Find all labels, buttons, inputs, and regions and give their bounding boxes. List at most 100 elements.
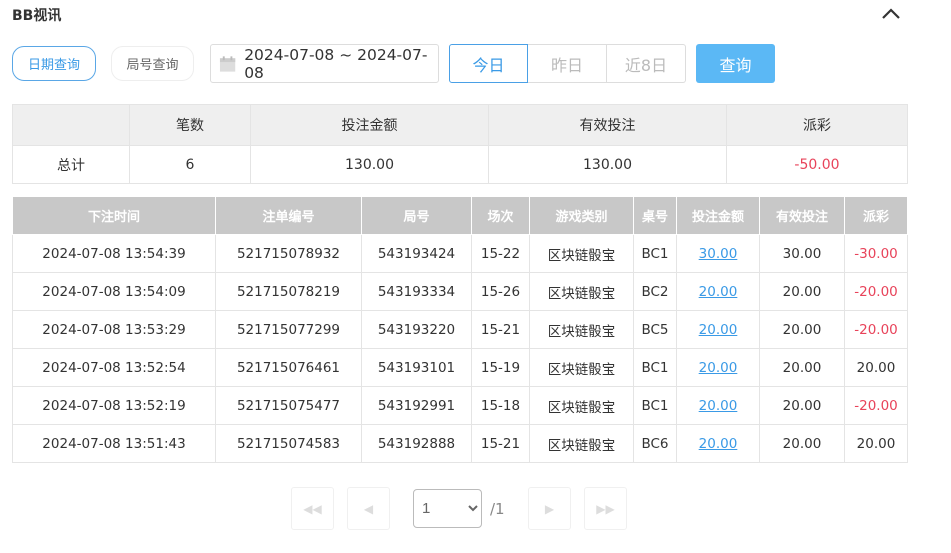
date-range-value: 2024-07-08 ~ 2024-07-08 <box>244 45 428 82</box>
table-row: 2024-07-08 13:51:43 521715074583 543192888… <box>12 424 908 463</box>
table-cell: 15-19 <box>471 348 530 387</box>
prev-page-button[interactable]: ◀ <box>347 487 390 530</box>
table-row: 2024-07-08 13:54:39 521715078932 543193424… <box>12 234 908 273</box>
table-cell: 2024-07-08 13:51:43 <box>12 424 216 463</box>
table-cell: 521715074583 <box>215 424 362 463</box>
column-header: 局号 <box>361 196 472 235</box>
table-cell: 20.00 <box>676 272 760 311</box>
table-cell: 20.00 <box>759 424 845 463</box>
date-range-input[interactable]: 2024-07-08 ~ 2024-07-08 <box>210 44 439 83</box>
table-row: 2024-07-08 13:52:19 521715075477 543192991… <box>12 386 908 425</box>
table-cell: 20.00 <box>676 386 760 425</box>
table-cell: 521715076461 <box>215 348 362 387</box>
table-cell: 区块链骰宝 <box>529 310 634 349</box>
chevron-up-icon[interactable] <box>880 4 902 24</box>
first-page-button[interactable]: ◀◀ <box>291 487 334 530</box>
table-cell: 20.00 <box>759 310 845 349</box>
table-cell: 20.00 <box>759 386 845 425</box>
table-cell: 2024-07-08 13:54:09 <box>12 272 216 311</box>
table-cell: 543192888 <box>361 424 472 463</box>
column-header: 下注时间 <box>12 196 216 235</box>
table-cell: 20.00 <box>844 348 908 387</box>
table-cell: BC2 <box>633 272 677 311</box>
table-cell: -20.00 <box>844 272 908 311</box>
table-row: 2024-07-08 13:54:09 521715078219 543193334… <box>12 272 908 311</box>
search-button[interactable]: 查询 <box>696 44 775 83</box>
table-cell: 区块链骰宝 <box>529 348 634 387</box>
table-cell: BC6 <box>633 424 677 463</box>
table-cell: -20.00 <box>844 386 908 425</box>
bet-details-table: 下注时间 注单编号 局号 场次 游戏类别 桌号 投注金额 有效投注 派彩 2024-07-08 1… <box>12 196 908 463</box>
table-cell: -20.00 <box>844 310 908 349</box>
column-header: 派彩 <box>844 196 908 235</box>
table-cell: 543193424 <box>361 234 472 273</box>
bet-amount-link[interactable]: 20.00 <box>698 435 738 452</box>
column-header: 注单编号 <box>215 196 362 235</box>
bet-amount-link[interactable]: 30.00 <box>698 245 738 262</box>
table-cell: 区块链骰宝 <box>529 424 634 463</box>
table-cell: BC1 <box>633 234 677 273</box>
table-cell: BC1 <box>633 348 677 387</box>
round-query-tab[interactable]: 局号查询 <box>111 46 194 81</box>
table-cell: 15-22 <box>471 234 530 273</box>
bet-amount-link[interactable]: 20.00 <box>698 321 738 338</box>
table-cell: BC1 <box>633 386 677 425</box>
column-header: 桌号 <box>633 196 677 235</box>
table-cell: 20.00 <box>676 348 760 387</box>
table-cell: 543193101 <box>361 348 472 387</box>
table-cell: 521715078219 <box>215 272 362 311</box>
summary-cell: 总计 <box>12 145 130 184</box>
today-button[interactable]: 今日 <box>449 44 528 83</box>
table-cell: 区块链骰宝 <box>529 272 634 311</box>
table-cell: 20.00 <box>676 310 760 349</box>
page-select[interactable]: 1 <box>413 489 482 528</box>
summary-cell: 130.00 <box>250 145 489 184</box>
table-cell: 20.00 <box>844 424 908 463</box>
table-cell: 20.00 <box>759 348 845 387</box>
bet-amount-link[interactable]: 20.00 <box>698 359 738 376</box>
calendar-icon <box>219 55 236 72</box>
table-cell: 521715078932 <box>215 234 362 273</box>
summary-table: 笔数 投注金额 有效投注 派彩 总计 6 130.00 130.00 -50.00 <box>12 104 908 184</box>
table-cell: 543193220 <box>361 310 472 349</box>
table-cell: 区块链骰宝 <box>529 234 634 273</box>
table-cell: 20.00 <box>676 424 760 463</box>
next-page-button[interactable]: ▶ <box>528 487 571 530</box>
column-header: 场次 <box>471 196 530 235</box>
table-cell: 521715075477 <box>215 386 362 425</box>
yesterday-button[interactable]: 昨日 <box>528 44 607 83</box>
last-page-button[interactable]: ▶▶ <box>584 487 627 530</box>
table-cell: 15-18 <box>471 386 530 425</box>
summary-header: 投注金额 <box>250 104 489 146</box>
summary-cell: 6 <box>129 145 251 184</box>
bet-amount-link[interactable]: 20.00 <box>698 397 738 414</box>
table-cell: 15-21 <box>471 424 530 463</box>
table-row: 2024-07-08 13:52:54 521715076461 543193101… <box>12 348 908 387</box>
table-row: 2024-07-08 13:53:29 521715077299 543193220… <box>12 310 908 349</box>
summary-cell: -50.00 <box>726 145 908 184</box>
table-cell: 30.00 <box>676 234 760 273</box>
date-query-tab[interactable]: 日期查询 <box>12 46 96 81</box>
table-cell: 543193334 <box>361 272 472 311</box>
table-cell: 30.00 <box>759 234 845 273</box>
table-cell: 543192991 <box>361 386 472 425</box>
summary-header: 派彩 <box>726 104 908 146</box>
table-cell: 521715077299 <box>215 310 362 349</box>
table-cell: 2024-07-08 13:52:19 <box>12 386 216 425</box>
total-pages: /1 <box>490 500 505 518</box>
column-header: 有效投注 <box>759 196 845 235</box>
section-title: BB视讯 <box>12 8 62 24</box>
table-cell: 2024-07-08 13:54:39 <box>12 234 216 273</box>
summary-cell: 130.00 <box>488 145 727 184</box>
summary-header <box>12 104 130 146</box>
table-cell: 15-21 <box>471 310 530 349</box>
table-cell: 2024-07-08 13:53:29 <box>12 310 216 349</box>
table-cell: 2024-07-08 13:52:54 <box>12 348 216 387</box>
table-cell: 15-26 <box>471 272 530 311</box>
summary-header: 笔数 <box>129 104 251 146</box>
column-header: 游戏类别 <box>529 196 634 235</box>
last-8-days-button[interactable]: 近8日 <box>607 44 686 83</box>
table-cell: 20.00 <box>759 272 845 311</box>
bet-amount-link[interactable]: 20.00 <box>698 283 738 300</box>
summary-header: 有效投注 <box>488 104 727 146</box>
